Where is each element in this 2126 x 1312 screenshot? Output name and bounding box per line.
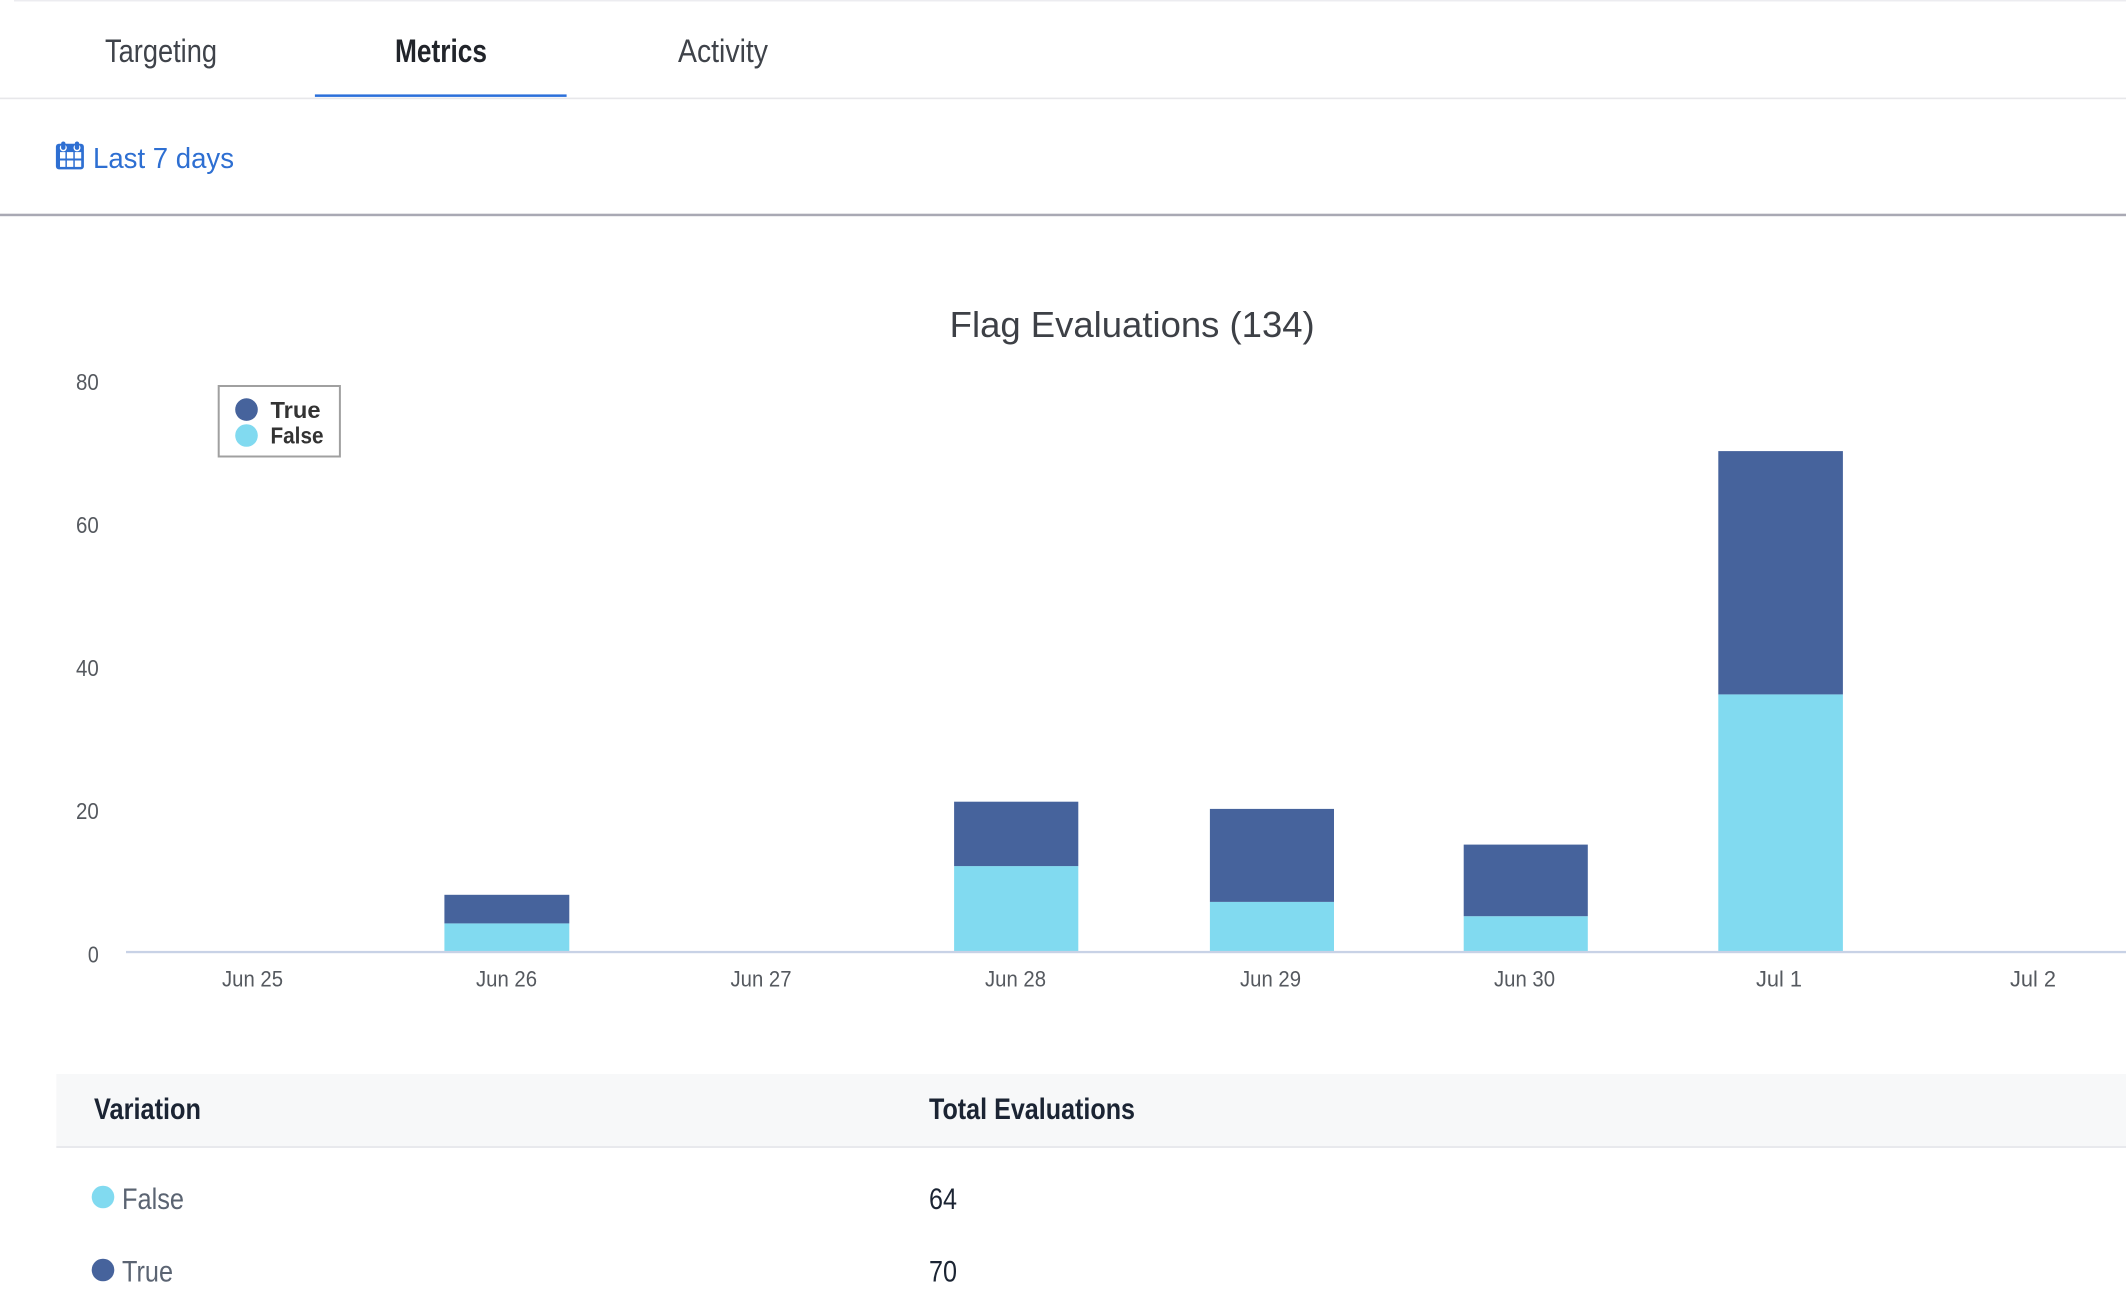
svg-text:Jun 26: Jun 26 [476,967,537,992]
svg-text:Targeting: Targeting [105,33,217,69]
svg-text:60: 60 [76,512,99,538]
svg-text:False: False [271,423,324,449]
svg-text:Jun 29: Jun 29 [1240,967,1301,992]
svg-text:70: 70 [929,1256,957,1289]
svg-text:Jun 27: Jun 27 [731,967,792,992]
svg-text:Metrics: Metrics [395,33,487,69]
svg-text:False: False [122,1183,184,1216]
svg-text:Jun 30: Jun 30 [1494,967,1555,992]
svg-text:40: 40 [76,655,99,681]
svg-text:Jul 2: Jul 2 [2010,967,2056,992]
svg-text:Jul 1: Jul 1 [1756,967,1802,992]
svg-text:True: True [271,397,321,423]
svg-text:Activity: Activity [678,33,768,69]
svg-text:Last 7 days: Last 7 days [93,143,234,175]
svg-text:0: 0 [88,941,99,967]
svg-text:Variation: Variation [94,1093,201,1126]
svg-text:20: 20 [76,798,99,824]
svg-text:Total Evaluations: Total Evaluations [929,1093,1135,1126]
svg-text:64: 64 [929,1183,957,1216]
svg-text:80: 80 [76,369,99,395]
svg-text:True: True [122,1256,173,1289]
svg-text:Flag Evaluations (134): Flag Evaluations (134) [950,304,1315,345]
svg-text:Jun 25: Jun 25 [222,967,283,992]
svg-text:Jun 28: Jun 28 [985,967,1046,992]
